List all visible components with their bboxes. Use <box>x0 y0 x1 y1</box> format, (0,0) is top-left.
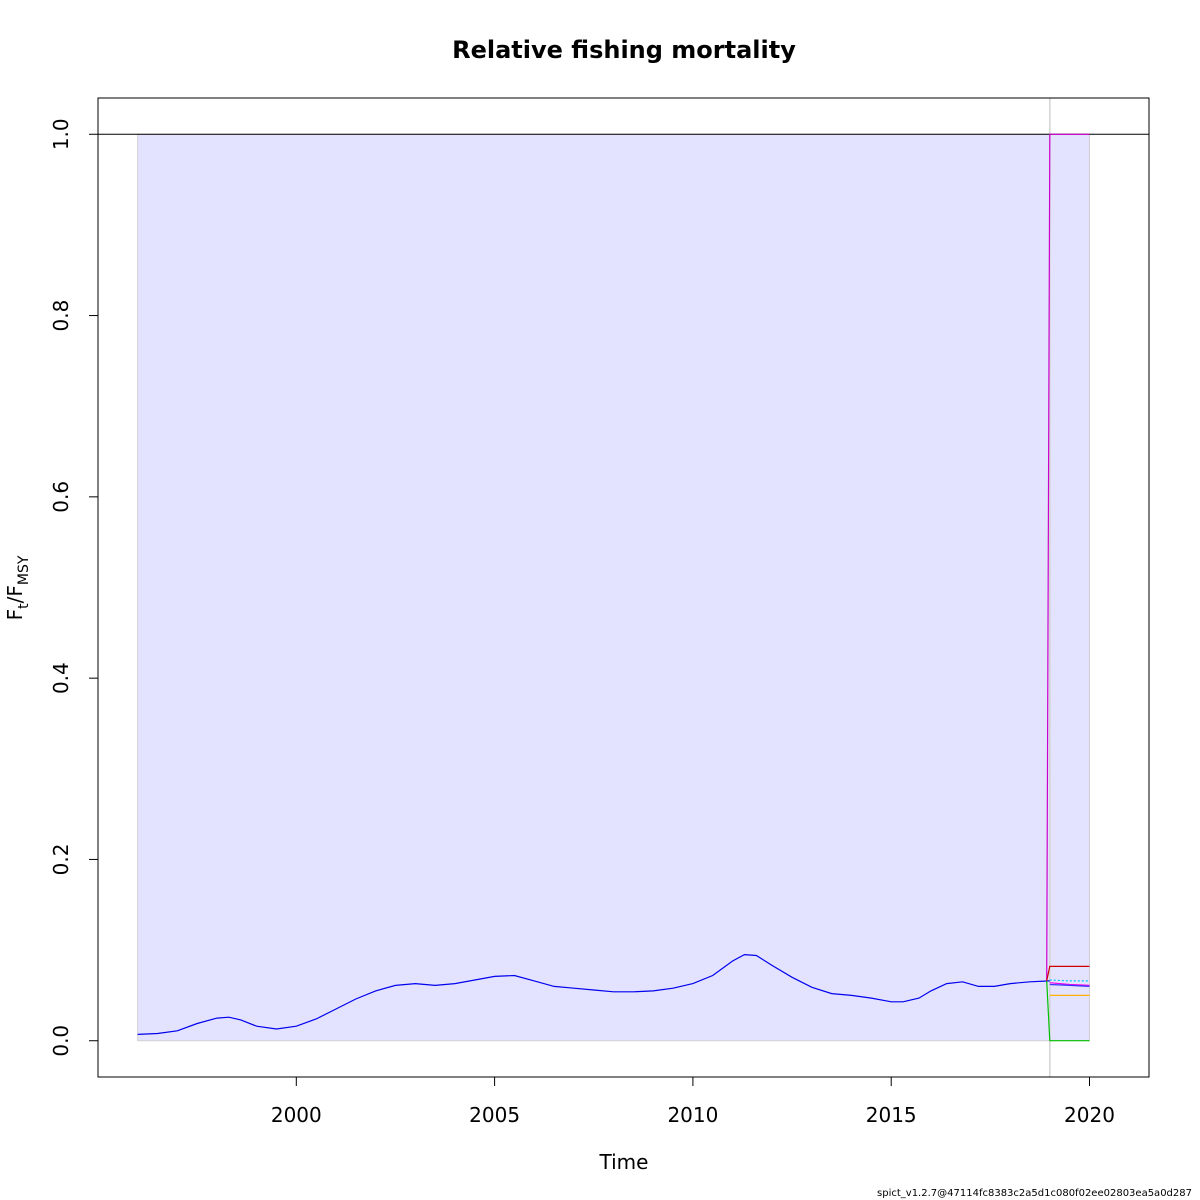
series-line-magenta_small <box>1049 982 1090 986</box>
y-axis-label: Ft/FMSY <box>3 555 32 620</box>
series-line-green_forecast <box>1046 980 1090 1042</box>
x-tick-label: 2020 <box>1064 1103 1115 1127</box>
series-line-red_forecast <box>1046 965 1090 982</box>
y-tick-label: 0.0 <box>49 1025 73 1057</box>
version-footer: spict_v1.2.7@47114fc8383c2a5d1c080f02ee0… <box>877 1188 1192 1199</box>
chart-title: Relative fishing mortality <box>452 36 796 64</box>
x-tick-label: 2010 <box>667 1103 718 1127</box>
confidence-band <box>137 133 1091 1042</box>
x-tick-label: 2000 <box>271 1103 322 1127</box>
y-tick-label: 0.8 <box>49 300 73 332</box>
y-tick-label: 0.6 <box>49 481 73 513</box>
y-tick-label: 1.0 <box>49 118 73 150</box>
x-axis: 2000 2005 2010 2015 2020 <box>271 1076 1115 1127</box>
series-line-dotted_forecast <box>1049 979 1090 982</box>
x-axis-label: Time <box>599 1150 649 1174</box>
series-line-estimate <box>137 953 1050 1035</box>
series-line-blue_forecast <box>1049 983 1090 987</box>
y-axis: 0.0 0.2 0.4 0.6 0.8 1.0 <box>49 118 99 1057</box>
plot-area <box>98 98 1149 1077</box>
x-tick-label: 2015 <box>866 1103 917 1127</box>
y-tick-label: 0.4 <box>49 662 73 694</box>
x-tick-label: 2005 <box>469 1103 520 1127</box>
series-line-upper_ci <box>1046 133 1090 981</box>
y-tick-label: 0.2 <box>49 844 73 876</box>
